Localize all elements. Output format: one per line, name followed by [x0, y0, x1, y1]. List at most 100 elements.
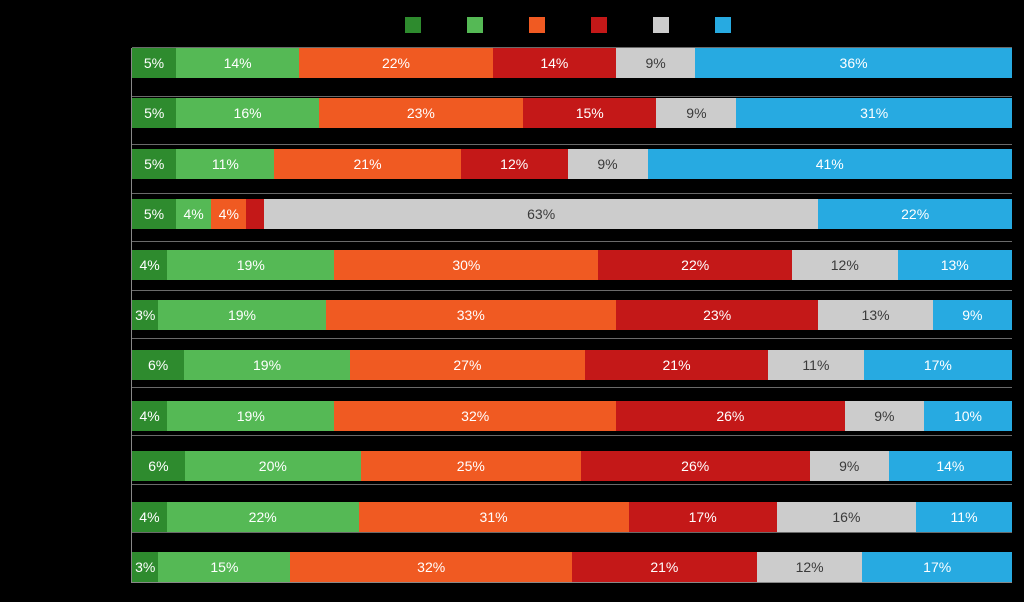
bar-segment: 14%: [889, 451, 1012, 481]
segment-value: 16%: [832, 509, 860, 525]
category-label: [0, 98, 126, 128]
segment-value: 32%: [461, 408, 489, 424]
segment-value: 5%: [144, 206, 164, 222]
bar-segment: 4%: [211, 199, 246, 229]
bar-row: 5%11%21%12%9%41%: [132, 149, 1012, 179]
stacked-bar-chart: 5%14%22%14%9%36%5%16%23%15%9%31%5%11%21%…: [0, 0, 1024, 602]
grid-line: [132, 290, 1012, 291]
bar-segment: 3%: [132, 300, 158, 330]
bar-segment: 11%: [768, 350, 864, 380]
segment-value: 4%: [183, 206, 203, 222]
bar-segment: 10%: [924, 401, 1012, 431]
segment-value: 5%: [144, 105, 164, 121]
x-axis-line: [132, 582, 1012, 583]
legend-swatch: [467, 17, 483, 33]
bar-segment: 23%: [616, 300, 818, 330]
bar-segment: 12%: [461, 149, 568, 179]
segment-value: 9%: [645, 55, 665, 71]
segment-value: 31%: [860, 105, 888, 121]
bar-segment: 9%: [616, 48, 695, 78]
bar-segment: 11%: [916, 502, 1012, 532]
category-label: [0, 48, 126, 78]
bar-segment: 15%: [158, 552, 290, 582]
segment-value: 9%: [686, 105, 706, 121]
segment-value: 14%: [540, 55, 568, 71]
segment-value: 12%: [500, 156, 528, 172]
segment-value: 5%: [144, 55, 164, 71]
segment-value: 63%: [527, 206, 555, 222]
segment-value: 12%: [796, 559, 824, 575]
legend-item: [715, 17, 739, 33]
bar-row: 4%22%31%17%16%11%: [132, 502, 1012, 532]
category-label: [0, 350, 126, 380]
segment-value: 27%: [453, 357, 481, 373]
bar-segment: 13%: [818, 300, 932, 330]
bar-segment: 16%: [777, 502, 916, 532]
segment-value: 32%: [417, 559, 445, 575]
segment-value: 4%: [219, 206, 239, 222]
segment-value: 11%: [802, 357, 829, 373]
bar-segment: 21%: [572, 552, 757, 582]
segment-value: 13%: [941, 257, 969, 273]
segment-value: 20%: [259, 458, 287, 474]
segment-value: 21%: [354, 156, 382, 172]
bar-segment: 22%: [299, 48, 493, 78]
grid-line: [132, 241, 1012, 242]
grid-line: [132, 484, 1012, 485]
bar-segment: 17%: [862, 552, 1012, 582]
segment-value: 14%: [936, 458, 964, 474]
segment-value: 21%: [650, 559, 678, 575]
segment-value: 3%: [135, 559, 155, 575]
bar-segment: 9%: [568, 149, 648, 179]
bar-segment: 4%: [176, 199, 211, 229]
bar-segment: 19%: [167, 401, 334, 431]
chart-plot-area: 5%14%22%14%9%36%5%16%23%15%9%31%5%11%21%…: [132, 48, 1012, 582]
legend-swatch: [405, 17, 421, 33]
segment-value: 23%: [703, 307, 731, 323]
bar-segment: 63%: [264, 199, 818, 229]
bar-segment: 21%: [585, 350, 768, 380]
bar-segment: 27%: [350, 350, 585, 380]
bar-segment: 4%: [132, 250, 167, 280]
bar-segment: 5%: [132, 149, 176, 179]
bar-segment: 5%: [132, 48, 176, 78]
legend-item: [467, 17, 491, 33]
category-label: [0, 149, 126, 179]
category-label: [0, 250, 126, 280]
segment-value: 22%: [681, 257, 709, 273]
segment-value: 10%: [954, 408, 982, 424]
bar-segment: 3%: [132, 552, 158, 582]
bar-segment: 9%: [810, 451, 889, 481]
segment-value: 9%: [874, 408, 894, 424]
category-label: [0, 199, 126, 229]
segment-value: 9%: [839, 458, 859, 474]
segment-value: 4%: [139, 509, 159, 525]
category-label: [0, 401, 126, 431]
bar-segment: 13%: [898, 250, 1012, 280]
segment-value: 11%: [951, 509, 978, 525]
bar-segment: 33%: [326, 300, 616, 330]
bar-row: 5%14%22%14%9%36%: [132, 48, 1012, 78]
bar-segment: 19%: [158, 300, 325, 330]
legend: [132, 8, 1012, 42]
category-label: [0, 451, 126, 481]
bar-segment: 14%: [176, 48, 299, 78]
grid-line: [132, 96, 1012, 97]
segment-value: 22%: [382, 55, 410, 71]
segment-value: 9%: [962, 307, 982, 323]
bar-segment: [246, 199, 264, 229]
segment-value: 23%: [407, 105, 435, 121]
segment-value: 15%: [576, 105, 604, 121]
legend-item: [529, 17, 553, 33]
segment-value: 17%: [924, 357, 952, 373]
bar-row: 3%15% 32% 21% 12% 17%: [132, 552, 1012, 582]
grid-line: [132, 338, 1012, 339]
segment-value: 3%: [135, 307, 155, 323]
category-label: [0, 552, 126, 582]
segment-value: 13%: [862, 307, 890, 323]
bar-segment: 19%: [184, 350, 350, 380]
segment-value: 6%: [148, 357, 168, 373]
segment-value: 12%: [831, 257, 859, 273]
grid-line: [132, 532, 1012, 533]
bar-segment: 11%: [176, 149, 274, 179]
